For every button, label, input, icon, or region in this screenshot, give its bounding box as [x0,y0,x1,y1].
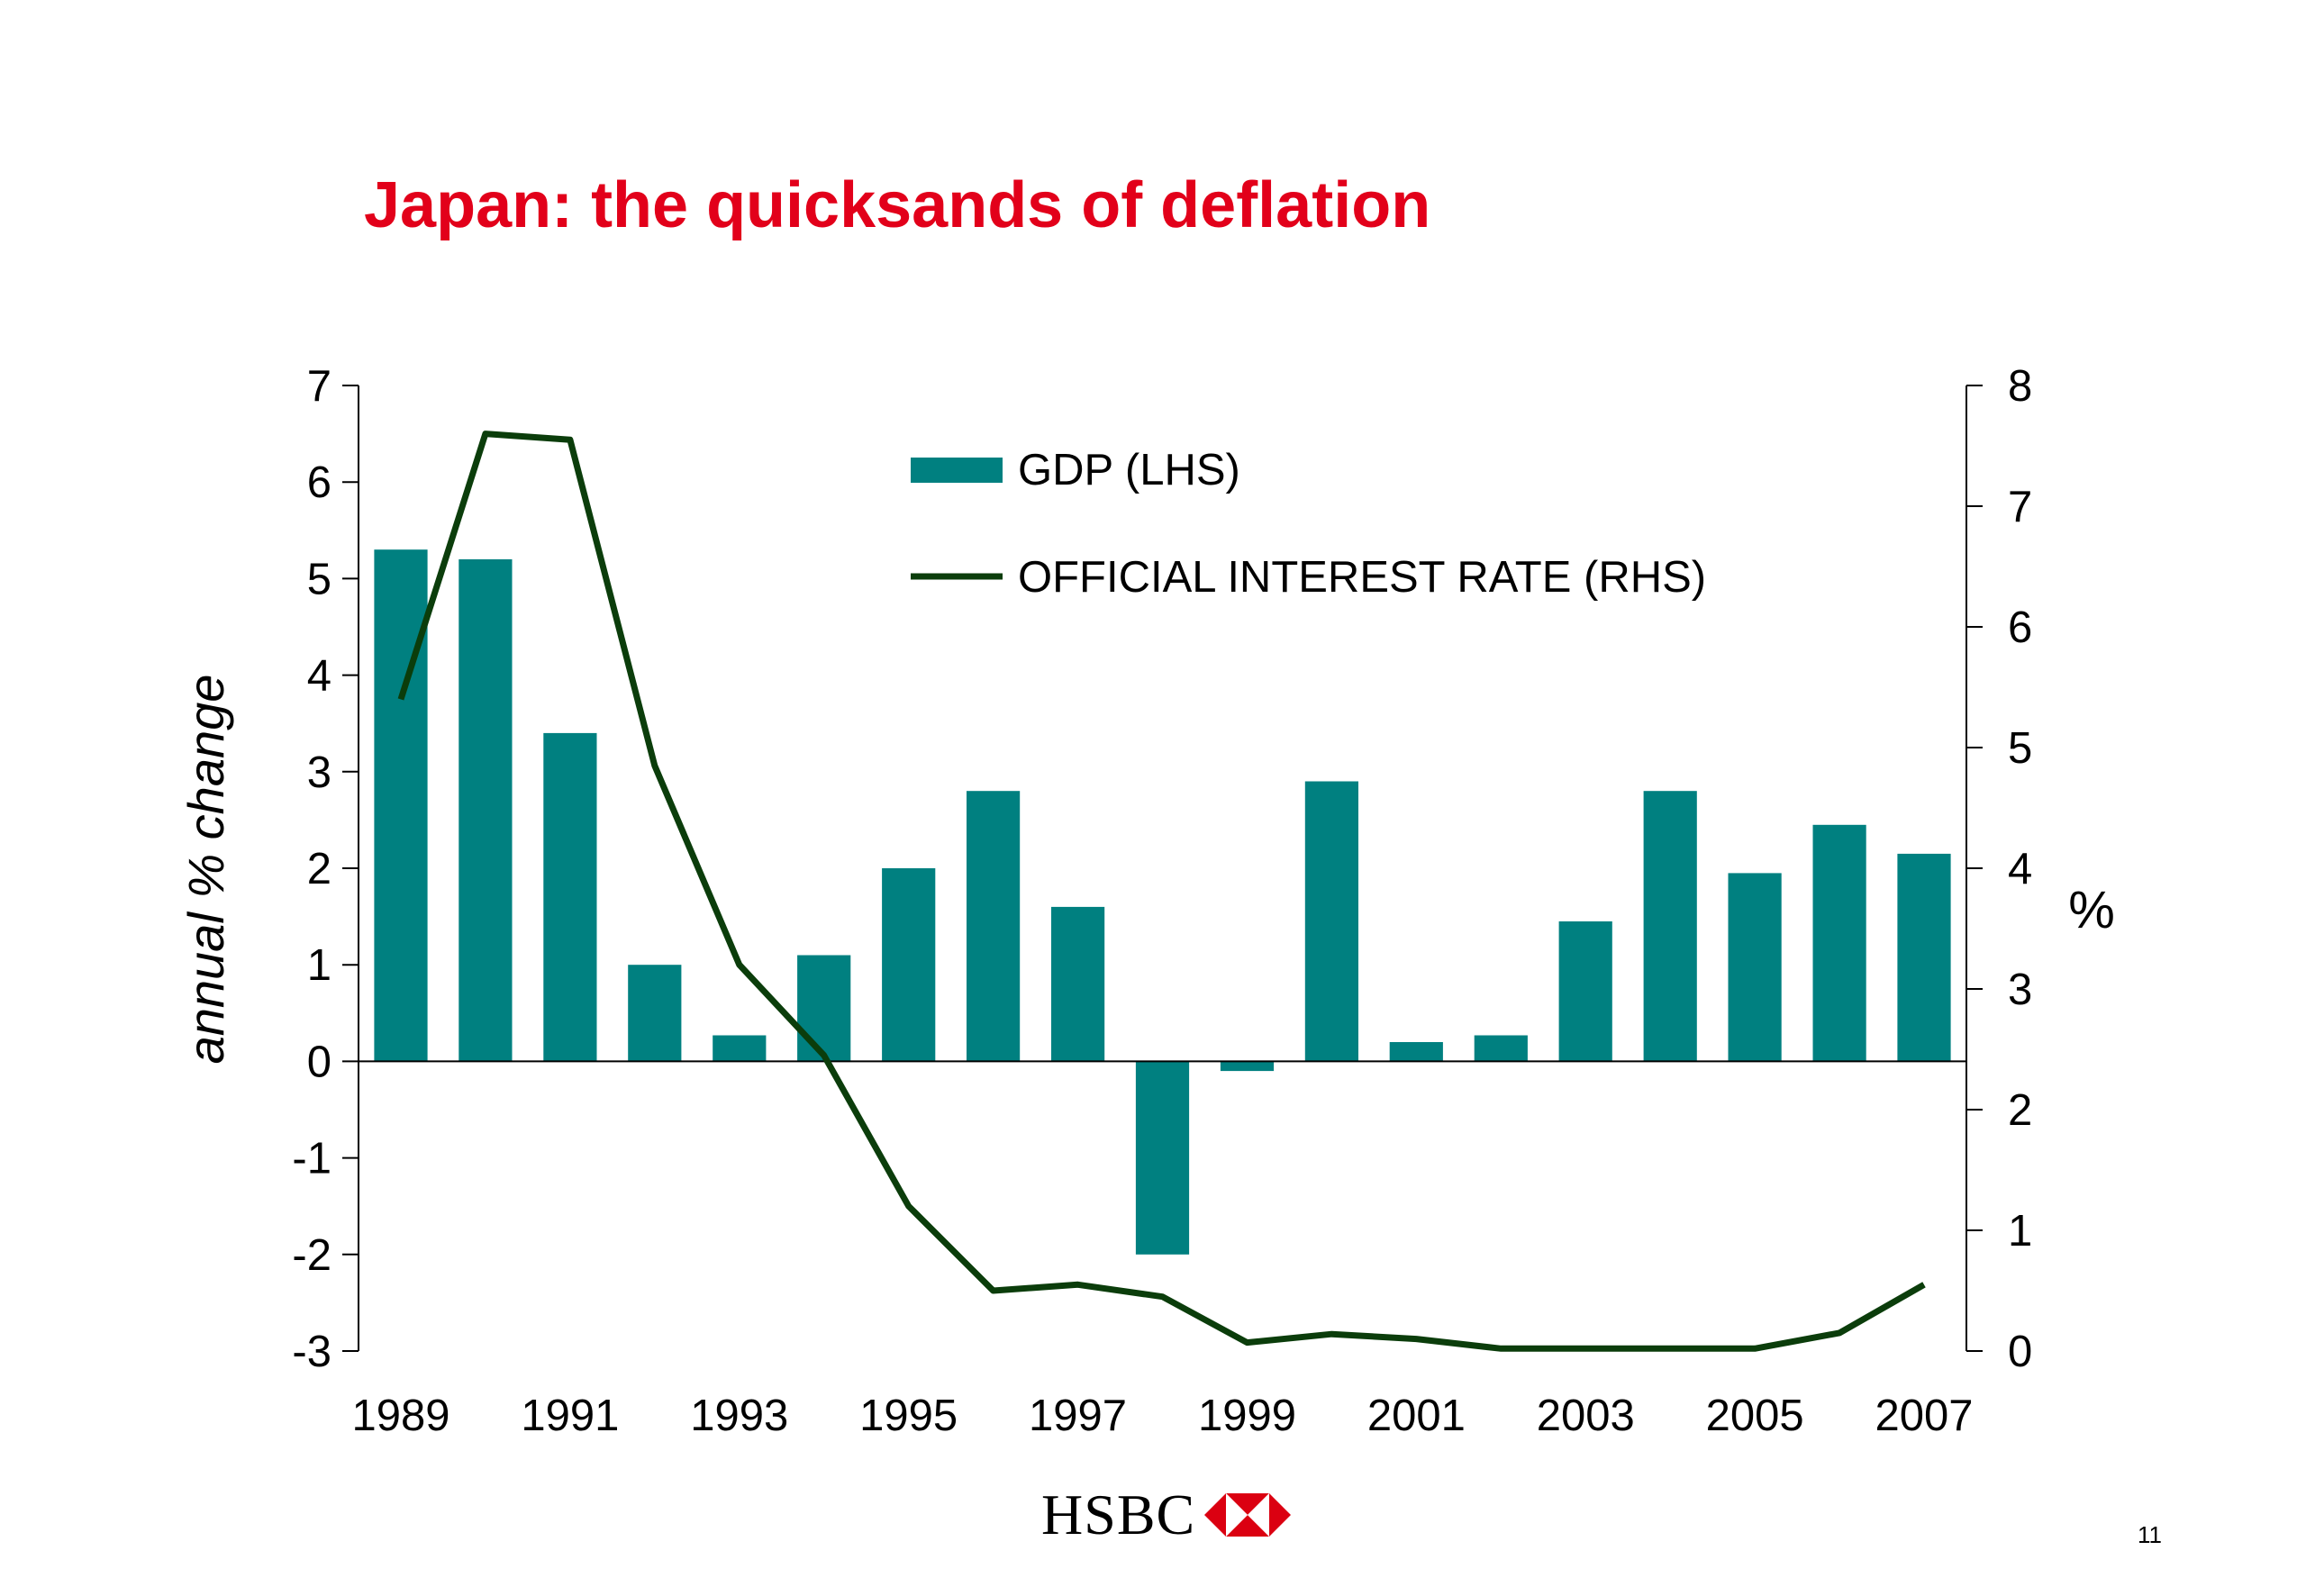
y-tick-label-right: 1 [2008,1207,2032,1256]
gdp-bar-1994 [797,955,851,1062]
x-tick-label: 1995 [859,1392,958,1440]
y-tick-label-right: 5 [2008,724,2032,773]
hsbc-hexagon-icon [1204,1493,1292,1537]
legend-label-gdp: GDP (LHS) [1018,446,1240,494]
gdp-bar-2006 [1812,824,1866,1062]
gdp-bar-2003 [1558,921,1612,1062]
y-tick-label-left: 3 [307,748,331,797]
y-tick-label-left: -1 [292,1135,331,1183]
axes [342,385,1983,1352]
gdp-bar-1990 [458,559,513,1062]
slide-title: Japan: the quicksands of deflation [364,169,1431,241]
gdp-bar-1996 [967,791,1021,1062]
tick-labels: 7 6 5 4 3 2 1 0 -1 -2 -3 8 7 6 5 4 3 2 1 0 1989 1991 1993 1995 1… [292,362,2032,1440]
interest-rate-line [397,431,1926,1352]
gdp-bar-1992 [628,965,682,1062]
y-axis-title-left: annual % change [177,675,234,1065]
x-tick-label: 1999 [1198,1392,1296,1440]
gdp-bar-1995 [882,868,936,1062]
y-tick-label-left: 2 [307,845,331,893]
y-tick-label-right: 7 [2008,483,2032,531]
y-tick-label-left: 4 [307,652,331,701]
gdp-bar-2007 [1897,853,1951,1062]
legend-label-interest-rate: OFFICIAL INTEREST RATE (RHS) [1018,553,1706,602]
y-tick-label-left: -3 [292,1328,331,1376]
gdp-bar-1999 [1220,1061,1275,1072]
gdp-bar-2004 [1643,791,1697,1062]
y-tick-label-right: 2 [2008,1086,2032,1135]
y-tick-label-left: 1 [307,941,331,990]
page-number: 11 [2138,1521,2162,1548]
y-tick-label-right: 3 [2008,966,2032,1014]
hsbc-logo-text: HSBC [1041,1483,1196,1546]
gdp-bar-2001 [1389,1042,1443,1062]
y-tick-label-left: -2 [292,1231,331,1280]
gdp-bar-1993 [713,1035,767,1062]
hsbc-logo: HSBC [1041,1483,1292,1546]
gdp-bar-1997 [1051,906,1105,1062]
x-tick-label: 2003 [1537,1392,1635,1440]
gdp-bar-2005 [1728,873,1782,1062]
x-tick-label: 1997 [1029,1392,1127,1440]
x-tick-label: 2007 [1875,1392,1974,1440]
y-tick-label-right: 0 [2008,1328,2032,1376]
gdp-bar-1989 [374,549,428,1062]
gdp-bar-1998 [1135,1061,1190,1255]
legend-swatch-gdp [911,458,1003,483]
gdp-bar-1991 [543,732,597,1062]
gdp-bar-2002 [1474,1035,1528,1062]
y-tick-label-right: 6 [2008,603,2032,652]
legend: GDP (LHS) OFFICIAL INTEREST RATE (RHS) [911,446,1706,602]
x-tick-label: 1993 [690,1392,788,1440]
y-axis-title-right: % [2068,881,2115,939]
gdp-bar-2000 [1304,781,1358,1062]
y-tick-label-left: 0 [307,1038,331,1086]
x-tick-label: 1991 [521,1392,619,1440]
gdp-bars [374,549,1951,1255]
y-tick-label-right: 8 [2008,362,2032,411]
x-tick-label: 1989 [351,1392,449,1440]
interest-rate-line-group [397,431,1926,1352]
y-tick-label-left: 5 [307,555,331,603]
y-tick-label-left: 7 [307,362,331,411]
x-tick-label: 2005 [1706,1392,1804,1440]
y-tick-label-left: 6 [307,458,331,507]
y-tick-label-right: 4 [2008,845,2032,893]
x-tick-label: 2001 [1367,1392,1466,1440]
